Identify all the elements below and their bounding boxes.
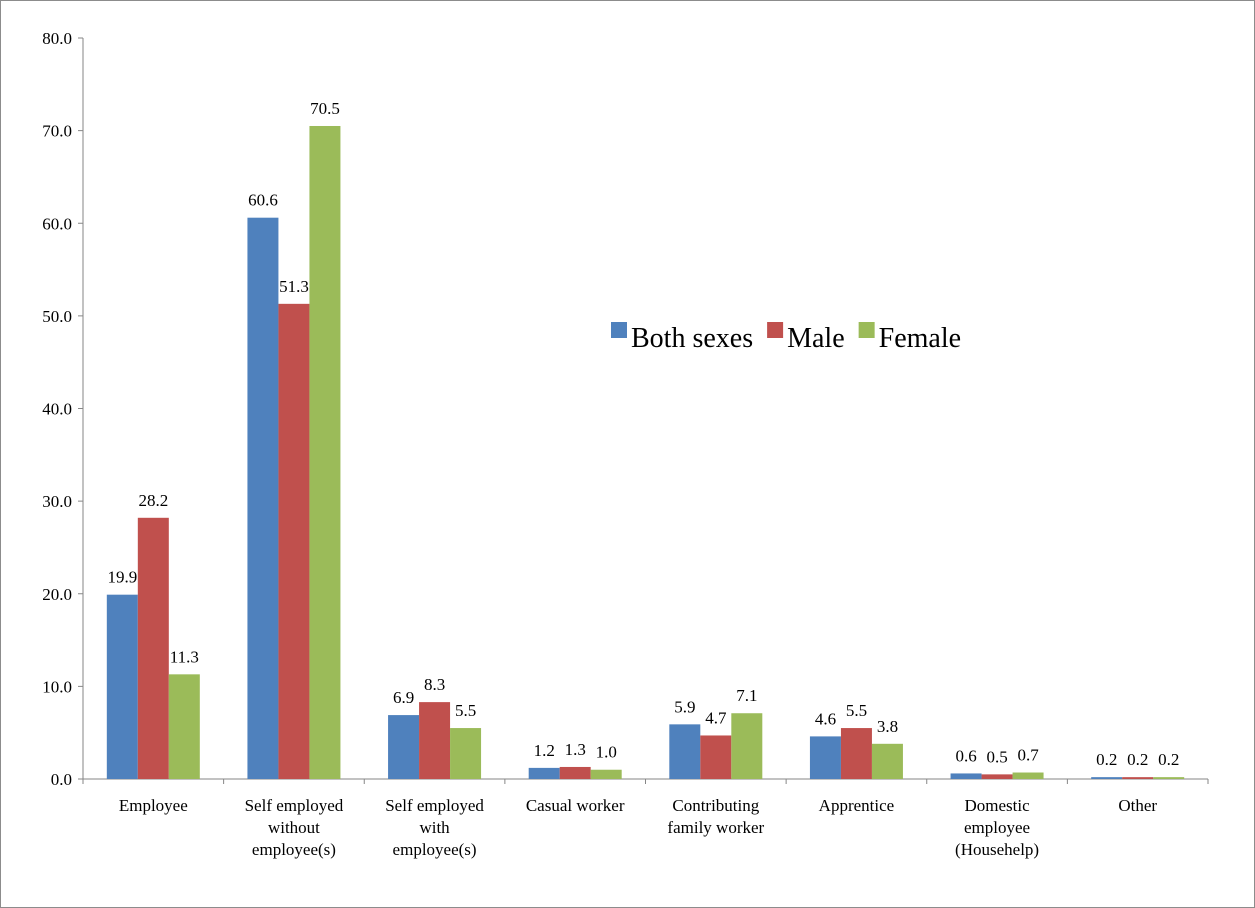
- data-label: 6.9: [393, 688, 414, 707]
- data-label: 51.3: [279, 277, 309, 296]
- data-label: 60.6: [248, 191, 278, 210]
- bar: [309, 125, 341, 779]
- data-label: 0.5: [986, 747, 1007, 766]
- x-category-label-line: without: [268, 818, 320, 837]
- data-label: 1.2: [534, 741, 555, 760]
- bar: [871, 743, 903, 779]
- data-label: 0.6: [955, 746, 976, 765]
- bar: [168, 674, 200, 779]
- bar: [450, 728, 482, 779]
- y-tick-label: 50.0: [42, 307, 72, 326]
- y-tick-label: 60.0: [42, 214, 72, 233]
- x-category-label: Self employed without employee(s): [245, 796, 344, 859]
- y-tick-label: 30.0: [42, 492, 72, 511]
- bar: [278, 303, 310, 779]
- x-category-label: Apprentice: [819, 796, 895, 815]
- data-label: 5.5: [455, 701, 476, 720]
- legend-label: Female: [879, 323, 961, 354]
- bar: [106, 594, 138, 779]
- y-tick-label: 70.0: [42, 122, 72, 141]
- x-category-label-line: Apprentice: [819, 796, 895, 815]
- x-category-label-line: Contributing: [672, 796, 759, 815]
- bar: [809, 736, 841, 779]
- y-tick-label: 20.0: [42, 585, 72, 604]
- bar: [419, 702, 451, 779]
- data-label: 19.9: [107, 568, 137, 587]
- x-category-label: Casual worker: [526, 796, 625, 815]
- data-label: 4.6: [815, 709, 836, 728]
- bar: [1153, 777, 1185, 779]
- x-category-label-line: employee(s): [393, 840, 477, 859]
- data-label: 4.7: [705, 708, 727, 727]
- x-category-label-line: (Househelp): [955, 840, 1039, 859]
- data-label: 0.2: [1096, 750, 1117, 769]
- data-label: 28.2: [138, 491, 168, 510]
- bar: [981, 774, 1013, 779]
- data-label: 5.9: [674, 697, 695, 716]
- legend-label: Male: [787, 323, 845, 354]
- data-label: 0.2: [1158, 750, 1179, 769]
- x-category-label: Employee: [119, 796, 188, 815]
- data-label: 5.5: [846, 701, 867, 720]
- bar: [669, 724, 701, 779]
- data-label: 1.3: [565, 740, 586, 759]
- x-category-label: Contributing family worker: [667, 796, 764, 837]
- bar: [731, 713, 763, 779]
- x-category-label: Other: [1118, 796, 1157, 815]
- bar: [1091, 777, 1123, 779]
- data-label: 0.7: [1017, 746, 1039, 765]
- bar: [559, 766, 591, 779]
- data-label: 1.0: [596, 743, 617, 762]
- x-category-label-line: Other: [1118, 796, 1157, 815]
- bar: [700, 735, 732, 779]
- x-category-label-line: with: [419, 818, 450, 837]
- x-category-label-line: family worker: [667, 818, 764, 837]
- x-category-label: Self employed with employee(s): [385, 796, 484, 859]
- data-label: 7.1: [736, 686, 757, 705]
- data-label: 11.3: [170, 647, 199, 666]
- y-tick-label: 80.0: [42, 29, 72, 48]
- bar: [528, 767, 560, 779]
- bar: [590, 769, 622, 779]
- bar: [950, 773, 982, 779]
- bar: [1122, 777, 1154, 779]
- data-label: 70.5: [310, 99, 340, 118]
- x-category-label-line: Self employed: [245, 796, 344, 815]
- x-category-label-line: employee: [964, 818, 1030, 837]
- bar: [388, 715, 420, 779]
- legend-swatch: [858, 322, 875, 338]
- x-category-label-line: Casual worker: [526, 796, 625, 815]
- bar: [137, 517, 169, 779]
- bar: [247, 217, 279, 779]
- legend-swatch: [611, 322, 627, 338]
- data-label: 8.3: [424, 675, 445, 694]
- data-label: 0.2: [1127, 750, 1148, 769]
- y-tick-label: 40.0: [42, 400, 72, 419]
- legend-swatch: [767, 322, 784, 338]
- legend-label: Both sexes: [631, 323, 753, 354]
- bar: [1012, 772, 1044, 779]
- x-category-label-line: Self employed: [385, 796, 484, 815]
- y-tick-label: 0.0: [51, 770, 72, 789]
- y-tick-label: 10.0: [42, 677, 72, 696]
- x-category-label-line: employee(s): [252, 840, 336, 859]
- x-category-label: Domestic employee (Househelp): [955, 796, 1039, 859]
- x-category-label-line: Employee: [119, 796, 188, 815]
- data-label: 3.8: [877, 717, 898, 736]
- bar: [840, 728, 872, 779]
- x-category-label-line: Domestic: [964, 796, 1030, 815]
